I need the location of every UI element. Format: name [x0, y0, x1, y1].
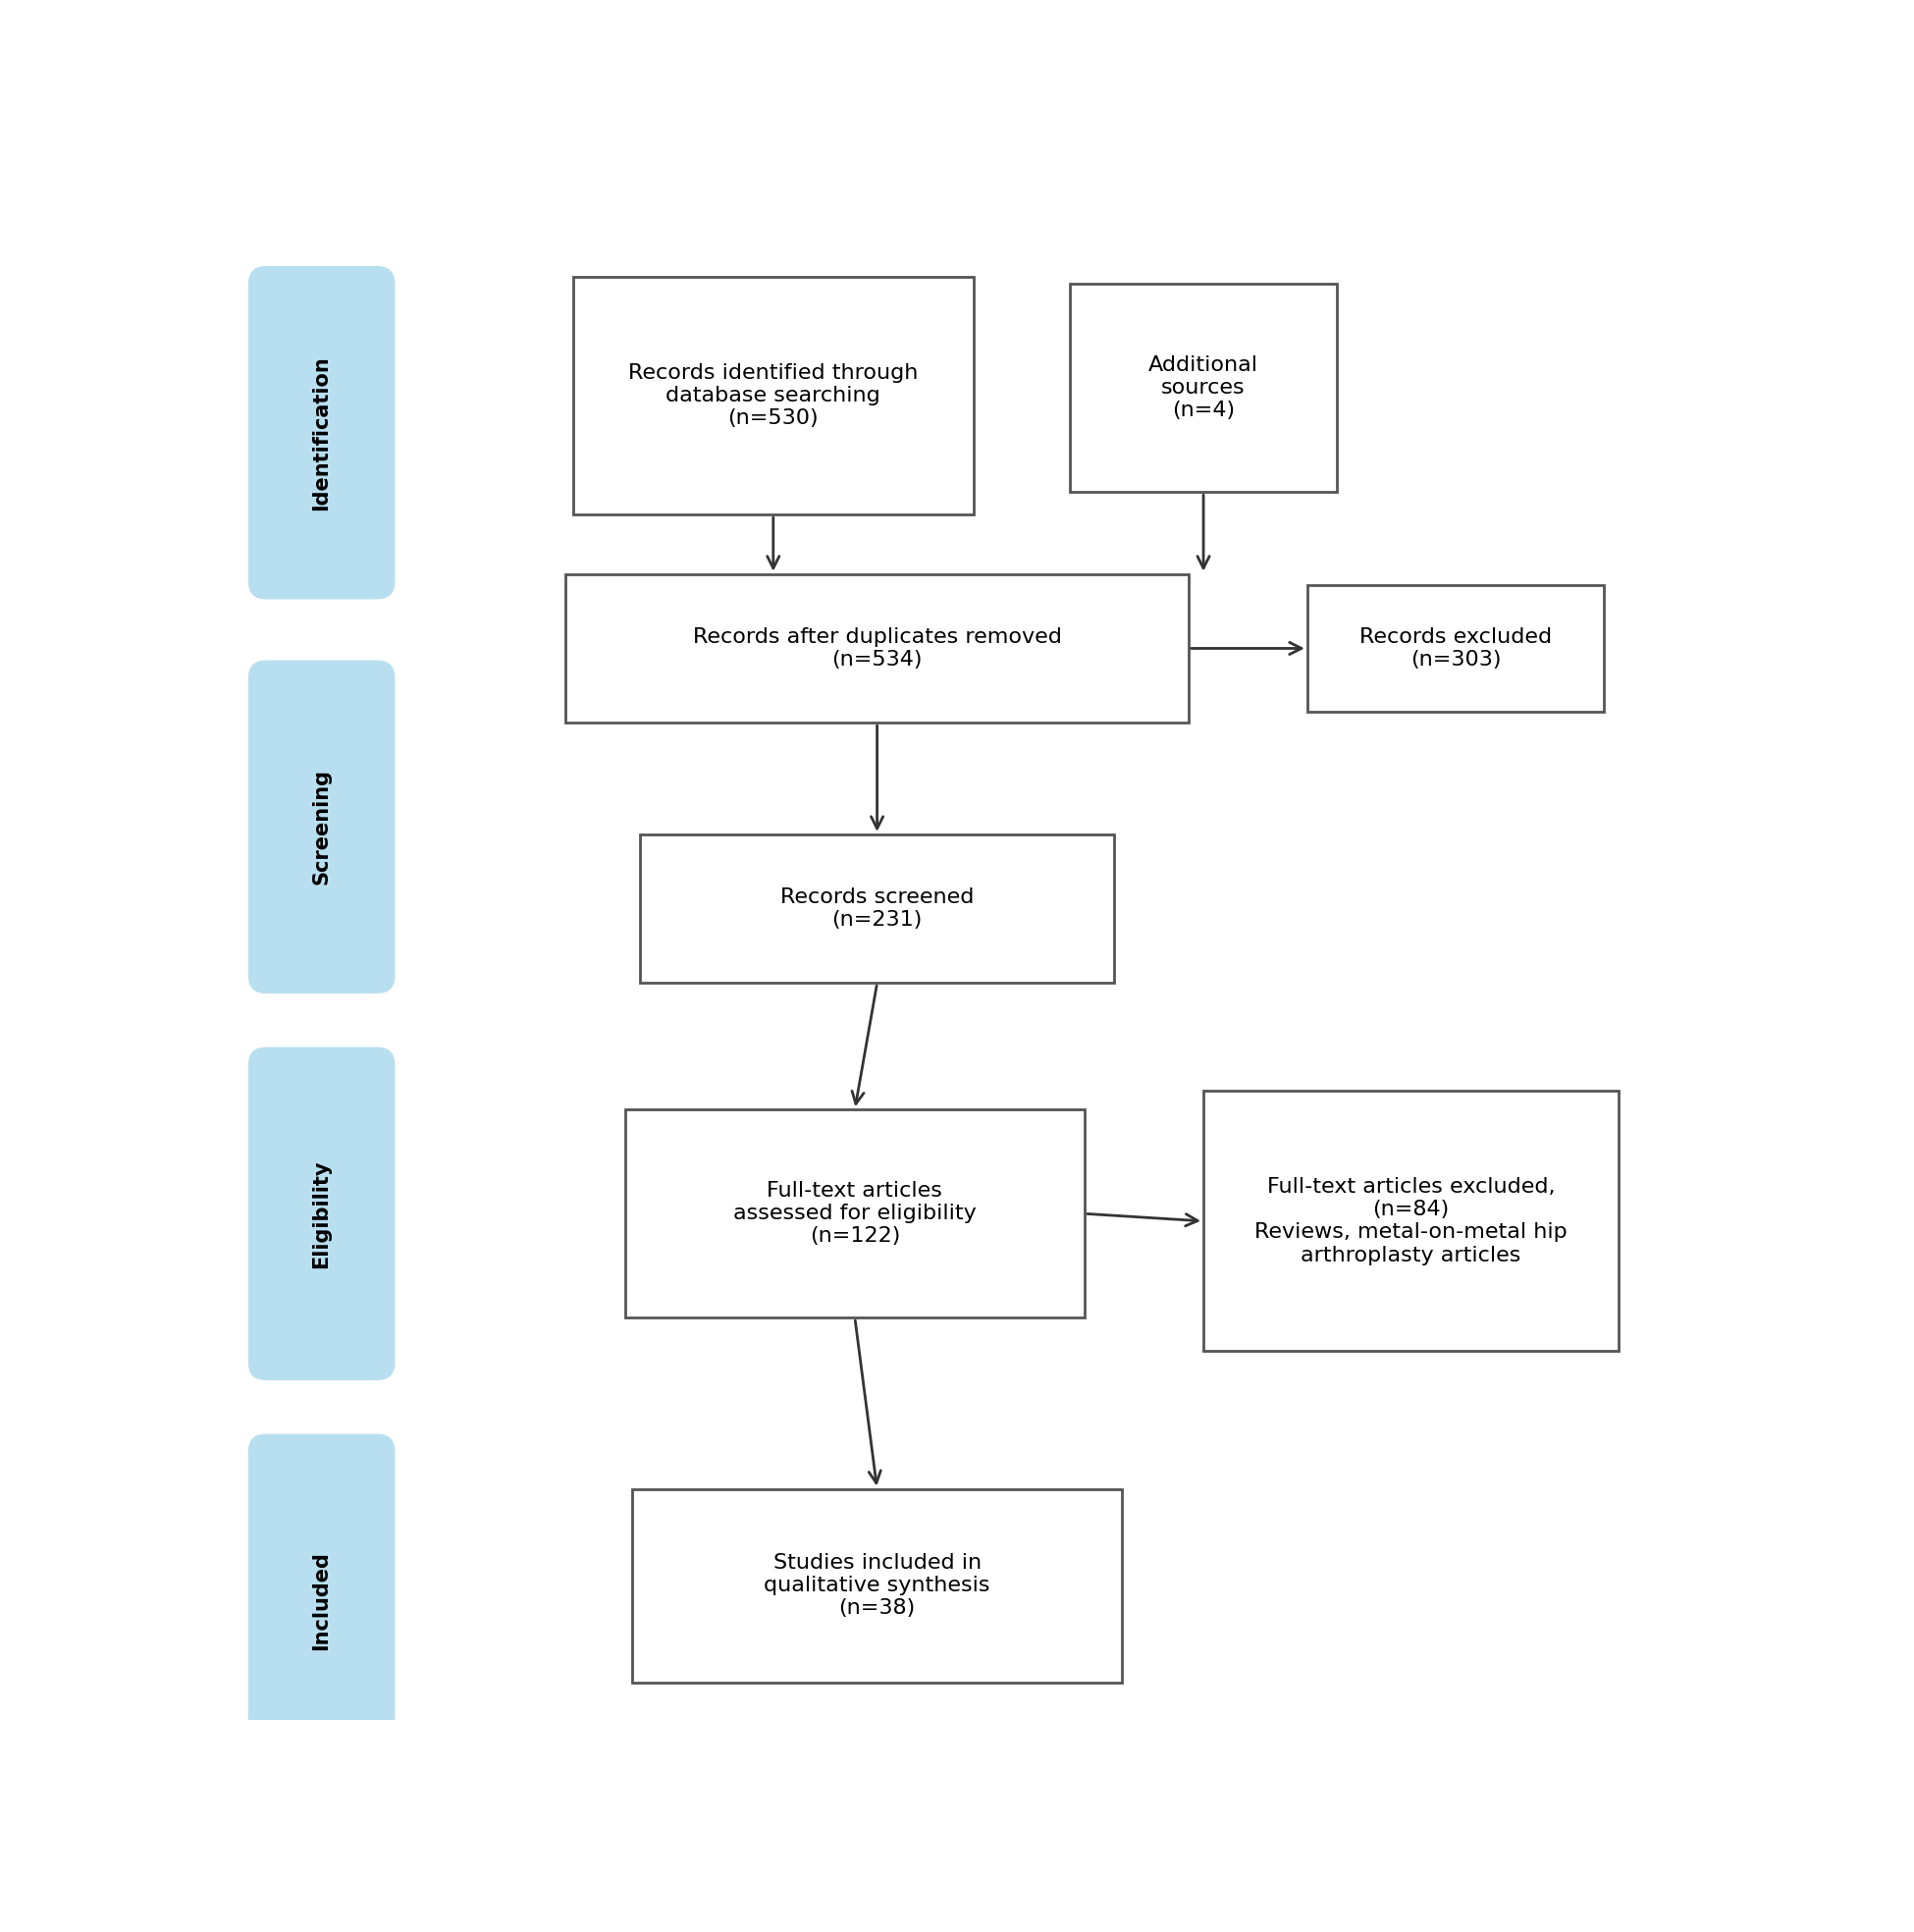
FancyBboxPatch shape — [572, 276, 974, 514]
Text: Records after duplicates removed
(n=534): Records after duplicates removed (n=534) — [693, 628, 1062, 670]
FancyBboxPatch shape — [249, 1047, 394, 1379]
Text: Studies included in
qualitative synthesis
(n=38): Studies included in qualitative synthesi… — [764, 1553, 990, 1619]
FancyBboxPatch shape — [639, 835, 1114, 983]
Text: Additional
sources
(n=4): Additional sources (n=4) — [1148, 355, 1257, 421]
FancyBboxPatch shape — [632, 1490, 1122, 1683]
Text: Records excluded
(n=303): Records excluded (n=303) — [1359, 628, 1552, 670]
Text: Records screened
(n=231): Records screened (n=231) — [781, 887, 974, 929]
Text: Eligibility: Eligibility — [312, 1159, 331, 1267]
Text: Included: Included — [312, 1551, 331, 1650]
Text: Screening: Screening — [312, 769, 331, 885]
Text: Full-text articles
assessed for eligibility
(n=122): Full-text articles assessed for eligibil… — [733, 1180, 976, 1246]
FancyBboxPatch shape — [1307, 585, 1604, 711]
Text: Full-text articles excluded,
(n=84)
Reviews, metal-on-metal hip
arthroplasty art: Full-text articles excluded, (n=84) Revi… — [1256, 1177, 1568, 1265]
FancyBboxPatch shape — [1070, 284, 1336, 493]
FancyBboxPatch shape — [624, 1109, 1085, 1318]
FancyBboxPatch shape — [249, 661, 394, 993]
FancyBboxPatch shape — [1204, 1092, 1619, 1350]
FancyBboxPatch shape — [567, 574, 1189, 723]
FancyBboxPatch shape — [249, 1434, 394, 1768]
FancyBboxPatch shape — [249, 267, 394, 599]
Text: Identification: Identification — [312, 355, 331, 510]
Text: Records identified through
database searching
(n=530): Records identified through database sear… — [628, 363, 919, 429]
